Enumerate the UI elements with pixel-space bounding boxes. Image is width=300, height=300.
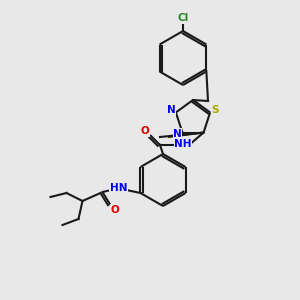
- Text: O: O: [110, 205, 119, 215]
- Text: S: S: [212, 105, 219, 116]
- Text: O: O: [141, 126, 149, 136]
- Text: NH: NH: [174, 139, 192, 149]
- Text: N: N: [167, 105, 175, 116]
- Text: N: N: [173, 129, 182, 139]
- Text: Cl: Cl: [177, 13, 189, 23]
- Text: HN: HN: [110, 183, 127, 193]
